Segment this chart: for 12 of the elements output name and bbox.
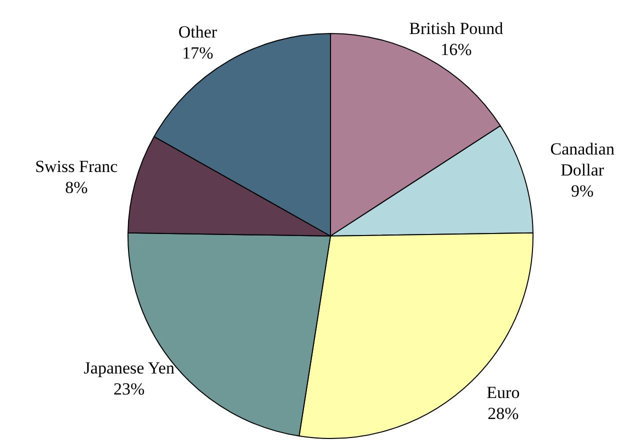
slice-label: Other (178, 22, 218, 42)
slice-label: Swiss Franc (35, 156, 118, 176)
slice-label: Japanese Yen (84, 358, 175, 378)
data-label: 28% (488, 404, 519, 424)
data-label: 16% (440, 40, 472, 60)
slice-label: British Pound (409, 19, 504, 38)
slice-label: Canadian Dollar (550, 140, 615, 180)
data-label: 9% (571, 182, 594, 201)
slice-label: Euro (486, 383, 520, 402)
data-label: 17% (182, 44, 214, 63)
data-label: 8% (65, 178, 88, 197)
data-label: 23% (114, 379, 145, 398)
